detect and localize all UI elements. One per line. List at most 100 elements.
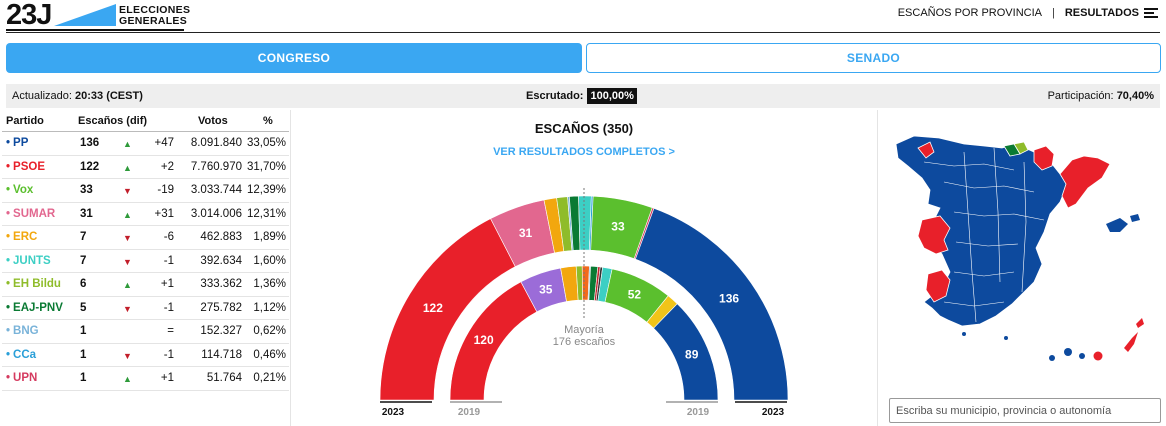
table-row[interactable]: • EH Bildu 6 ▲ +1 333.362 1,36%	[2, 273, 289, 297]
escrutado-label: Escrutado:	[526, 90, 584, 102]
map-region-psoe-asturias[interactable]	[917, 141, 935, 159]
seats-cell: 31	[80, 207, 93, 220]
party-name: BNG	[13, 325, 39, 337]
year-label-inner-left: 2019	[458, 407, 481, 418]
header-party: Partido	[6, 115, 44, 127]
tab-senado[interactable]: SENADO	[586, 43, 1161, 73]
pct-cell: 0,46%	[253, 348, 286, 361]
table-row[interactable]: • JUNTS 7 ▼ -1 392.634 1,60%	[2, 250, 289, 273]
hemicycle-label-2023-0: 122	[423, 301, 443, 315]
header-rule	[6, 32, 1160, 33]
party-cell: • BNG	[6, 325, 39, 337]
party-cell: • Vox	[6, 184, 33, 196]
votes-cell: 51.764	[206, 372, 242, 384]
votes-cell: 114.718	[201, 348, 242, 361]
party-cell: • CCa	[6, 349, 36, 361]
seats-cell: 136	[80, 137, 100, 149]
majority-label-line1: Mayoría	[564, 324, 605, 336]
pct-cell: 12,31%	[246, 207, 286, 220]
party-name: ERC	[13, 231, 38, 243]
participacion-label: Participación:	[1047, 90, 1114, 102]
logo-23j: 23J	[6, 0, 52, 31]
table-row[interactable]: • BNG 1 = 152.327 0,62%	[2, 320, 289, 344]
table-row[interactable]: • PP 136 ▲ +47 8.091.840 33,05%	[2, 132, 289, 156]
seats-cell: 1	[80, 372, 87, 384]
map-region-ceuta[interactable]	[962, 332, 966, 336]
escrutado-value: 100,00%	[587, 88, 637, 104]
party-dot-icon: •	[6, 301, 11, 314]
logo-underline	[6, 29, 184, 31]
nav-resultados-label: RESULTADOS	[1064, 7, 1139, 19]
pct-cell: 1,12%	[253, 301, 286, 314]
trend-up-icon: ▲	[123, 280, 132, 290]
table-row[interactable]: • Vox 33 ▼ -19 3.033.744 12,39%	[2, 179, 289, 203]
trend-down-icon: ▼	[123, 256, 132, 267]
hemicycle-label-2019-12: 89	[685, 347, 699, 361]
menu-icon[interactable]	[1144, 8, 1158, 18]
hemicycle-segment-2019-12[interactable]	[653, 303, 719, 401]
pct-cell: 1,36%	[253, 278, 286, 290]
column-divider-left	[290, 110, 291, 426]
map-region-melilla[interactable]	[1004, 336, 1008, 340]
map-region-psoe-huelva[interactable]	[925, 269, 951, 303]
year-label-inner-right: 2019	[687, 407, 710, 418]
map-region-menorca[interactable]	[1130, 214, 1140, 222]
party-dot-icon: •	[6, 254, 11, 267]
party-dot-icon: •	[6, 160, 11, 173]
nav-resultados[interactable]: RESULTADOS	[1065, 7, 1158, 19]
participacion-value: 70,40%	[1116, 90, 1154, 102]
diff-cell: -6	[163, 231, 174, 243]
votes-cell: 392.634	[200, 254, 242, 267]
spain-map[interactable]	[884, 112, 1164, 372]
tab-congreso[interactable]: CONGRESO	[6, 43, 582, 73]
party-cell: • JUNTS	[6, 255, 51, 267]
party-cell: • EH Bildu	[6, 278, 61, 290]
table-row[interactable]: • UPN 1 ▲ +1 51.764 0,21%	[2, 367, 289, 391]
party-name: PSOE	[13, 160, 45, 173]
table-row[interactable]: • SUMAR 31 ▲ +31 3.014.006 12,31%	[2, 203, 289, 226]
party-cell: • UPN	[6, 372, 37, 384]
map-region-baleares[interactable]	[1106, 218, 1128, 232]
updated-value: 20:33 (CEST)	[75, 90, 143, 102]
party-cell: • PP	[6, 137, 28, 149]
location-search-input[interactable]	[889, 398, 1161, 423]
seats-cell: 5	[80, 301, 87, 314]
site-logo[interactable]: 23J ELECCIONES GENERALES	[6, 0, 190, 31]
top-nav: ESCAÑOS POR PROVINCIA | RESULTADOS	[898, 7, 1158, 19]
map-region-psoe-navarra[interactable]	[1033, 145, 1055, 171]
hemicycle-label-2019-0: 120	[474, 333, 494, 347]
header-votes: Votos	[198, 115, 228, 127]
trend-down-icon: ▼	[123, 350, 132, 361]
map-region-psoe-catalonia[interactable]	[1059, 155, 1111, 209]
logo-triangle-icon	[54, 4, 116, 26]
map-region-psoe-extremadura[interactable]	[917, 215, 951, 255]
table-row[interactable]: • ERC 7 ▼ -6 462.883 1,89%	[2, 226, 289, 250]
table-row[interactable]: • PSOE 122 ▲ +2 7.760.970 31,70%	[2, 156, 289, 179]
votes-cell: 8.091.840	[190, 137, 242, 149]
votes-cell: 275.782	[200, 301, 242, 314]
ver-resultados-link[interactable]: VER RESULTADOS COMPLETOS >	[493, 146, 675, 158]
participacion-status: Participación: 70,40%	[1048, 90, 1154, 102]
pct-cell: 12,39%	[246, 184, 286, 196]
seats-cell: 1	[80, 348, 87, 361]
party-name: CCa	[13, 348, 37, 361]
party-dot-icon: •	[6, 231, 11, 243]
map-canary-islands[interactable]	[1049, 318, 1144, 361]
diff-cell: -1	[163, 301, 174, 314]
party-cell: • SUMAR	[6, 208, 55, 220]
trend-up-icon: ▲	[123, 139, 132, 149]
trend-down-icon: ▼	[123, 303, 132, 314]
table-row[interactable]: • EAJ-PNV 5 ▼ -1 275.782 1,12%	[2, 297, 289, 320]
table-row[interactable]: • CCa 1 ▼ -1 114.718 0,46%	[2, 344, 289, 367]
diff-cell: +1	[160, 372, 174, 384]
hemicycle-segment-2023-10[interactable]	[635, 207, 789, 401]
table-header: Partido Escaños (dif) Votos %	[2, 112, 289, 132]
hemicycle-label-2023-8: 33	[611, 219, 625, 233]
map-region-pnv[interactable]	[1003, 143, 1021, 157]
party-cell: • EAJ-PNV	[6, 302, 63, 314]
party-name: EAJ-PNV	[13, 301, 63, 314]
party-dot-icon: •	[6, 325, 11, 337]
hemicycle-2019	[449, 265, 719, 401]
hemicycle-2023	[379, 195, 789, 401]
nav-escanos-provincia[interactable]: ESCAÑOS POR PROVINCIA	[897, 7, 1042, 19]
